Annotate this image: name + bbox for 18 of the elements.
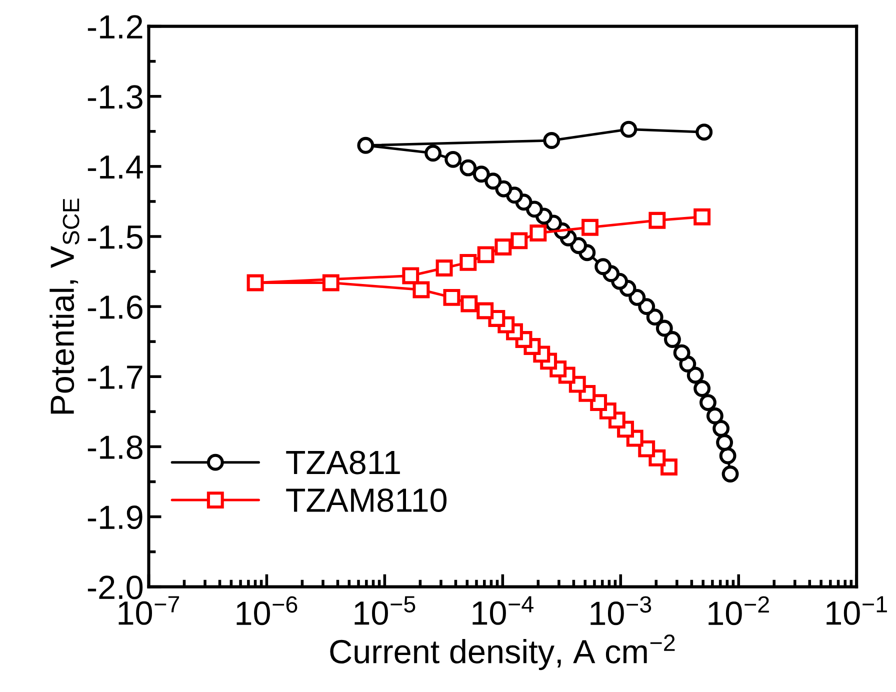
y-tick-label: -1.9	[88, 506, 142, 530]
y-axis-title: Potential, V$_{SCE}$	[50, 198, 80, 414]
x-tick-label: 10$^{−4}$	[472, 596, 534, 625]
x-tick-label: 10$^{−5}$	[354, 596, 416, 625]
x-tick-label: 10$^{−1}$	[826, 596, 887, 625]
y-tick-label: -1.4	[88, 156, 143, 179]
legend-label: TZA811	[286, 450, 400, 474]
y-tick-label: -1.6	[88, 295, 142, 319]
legend-label: TZAM8110	[286, 488, 447, 512]
y-tick-label: -1.5	[88, 226, 142, 249]
y-tick-label: -1.8	[88, 435, 142, 460]
x-axis-title: Current density, A cm$^{−2}$	[330, 634, 675, 670]
y-tick-label: -1.7	[88, 366, 142, 389]
x-tick-label: 10$^{−6}$	[236, 596, 298, 626]
y-tick-label: -1.2	[88, 15, 142, 38]
y-tick-label: -1.3	[88, 85, 142, 109]
x-tick-label: 10$^{−2}$	[708, 596, 769, 626]
x-tick-label: 10$^{−3}$	[590, 596, 652, 626]
